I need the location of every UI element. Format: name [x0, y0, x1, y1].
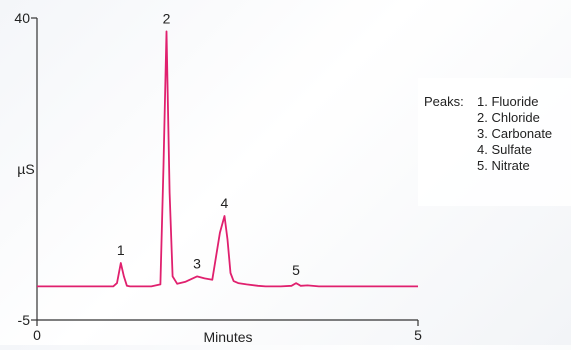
y-tick-label: 40 — [14, 10, 30, 26]
legend-panel — [418, 78, 571, 206]
peak-label: 1 — [117, 242, 125, 258]
peak-label-layer: 1 2 3 4 5 — [117, 10, 300, 278]
peak-label: 2 — [163, 10, 171, 26]
legend-item: 5. Nitrate — [477, 158, 530, 173]
legend-item: 1. Fluoride — [477, 94, 538, 109]
peak-label: 3 — [193, 255, 201, 271]
axis-ticks: 40 -50 5 — [14, 10, 422, 343]
y-tick-label: -5 — [18, 312, 31, 328]
peak-label: 5 — [292, 262, 300, 278]
x-tick-label: 5 — [414, 327, 422, 343]
series-layer — [37, 30, 418, 288]
legend-item: 4. Sulfate — [477, 142, 532, 157]
y-axis-label: µS — [17, 161, 34, 177]
series-line — [37, 30, 418, 288]
legend-item: 2. Chloride — [477, 110, 540, 125]
peak-label: 4 — [221, 195, 229, 211]
legend-title: Peaks: — [424, 94, 464, 109]
x-axis-label: Minutes — [203, 329, 252, 345]
x-tick-label: 0 — [33, 327, 41, 343]
legend-item: 3. Carbonate — [477, 126, 552, 141]
